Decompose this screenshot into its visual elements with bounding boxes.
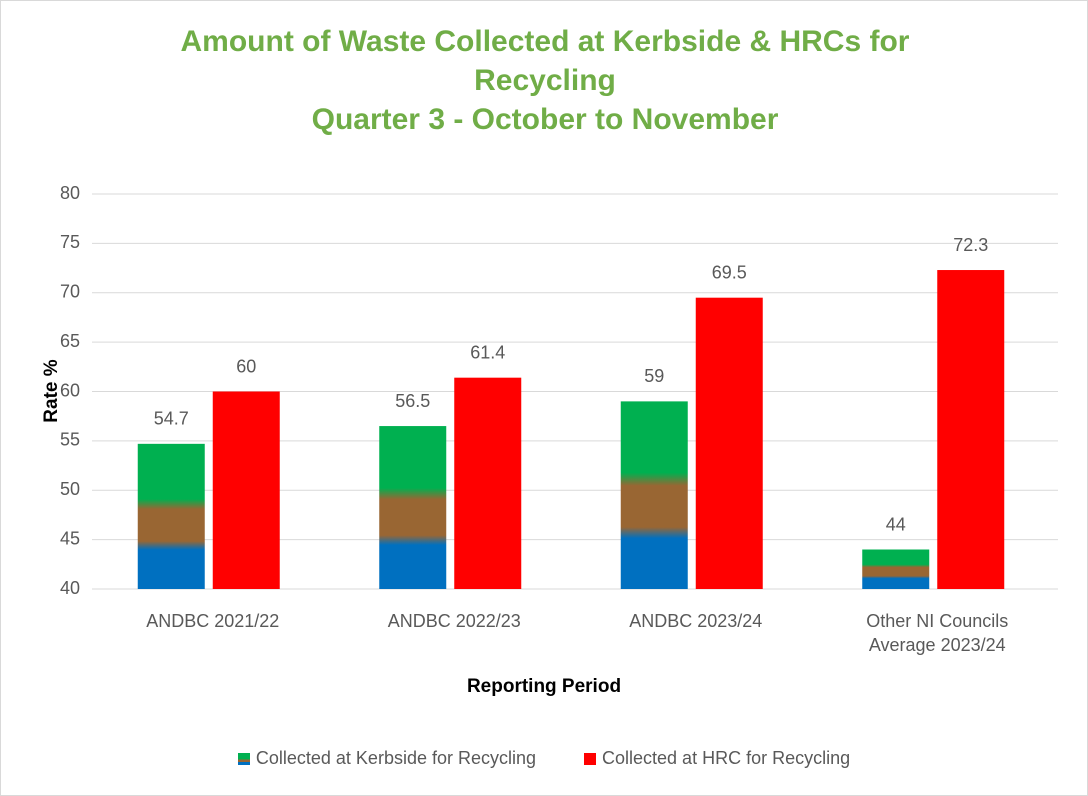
legend-swatch: [584, 752, 597, 765]
chart-subtitle: Quarter 3 - October to November: [311, 103, 779, 136]
legend-swatch: [237, 752, 250, 765]
value-label: 61.4: [470, 342, 505, 362]
y-tick-label: 65: [60, 331, 80, 351]
legend-label: Collected at HRC for Recycling: [602, 748, 851, 768]
x-axis-label: Reporting Period: [466, 676, 622, 697]
y-tick-label: 50: [60, 479, 80, 499]
x-tick-label: ANDBC 2023/24: [629, 611, 763, 631]
bar: [212, 391, 280, 589]
y-tick-label: 70: [60, 282, 80, 302]
value-label: 72.3: [953, 235, 988, 255]
x-tick-label: Other NI Councils Average 2023/24: [866, 611, 1009, 655]
y-tick-label: 75: [60, 232, 80, 252]
value-label: 59: [644, 366, 664, 386]
legend-label: Collected at Kerbside for Recycling: [255, 748, 537, 768]
bar: [137, 443, 205, 589]
x-tick-label: ANDBC 2022/23: [387, 611, 521, 631]
y-tick-label: 60: [60, 380, 80, 400]
y-tick-label: 40: [60, 578, 80, 598]
chart-title-block: Amount of Waste Collected at Kerbside & …: [130, 22, 960, 139]
bar: [379, 426, 447, 589]
y-tick-label: 45: [60, 528, 80, 548]
y-tick-label: 80: [60, 183, 80, 203]
legend-item: Collected at HRC for Recycling: [584, 748, 850, 769]
value-label: 56.5: [395, 391, 430, 411]
x-tick-label: ANDBC 2021/22: [146, 611, 280, 631]
value-label: 54.7: [154, 409, 189, 429]
legend-item: Collected at Kerbside for Recycling: [237, 748, 537, 769]
y-tick-label: 55: [60, 430, 80, 450]
bar: [695, 297, 763, 589]
value-label: 44: [886, 514, 906, 534]
bar: [862, 549, 930, 589]
legend: Collected at Kerbside for Recycling Colle…: [0, 748, 1088, 769]
value-label: 69.5: [712, 262, 747, 282]
bar: [454, 377, 522, 589]
bar: [937, 270, 1005, 589]
y-axis-label: Rate %: [41, 359, 62, 422]
value-label: 60: [236, 356, 256, 376]
bar: [620, 401, 688, 589]
chart-title: Amount of Waste Collected at Kerbside & …: [180, 25, 910, 97]
